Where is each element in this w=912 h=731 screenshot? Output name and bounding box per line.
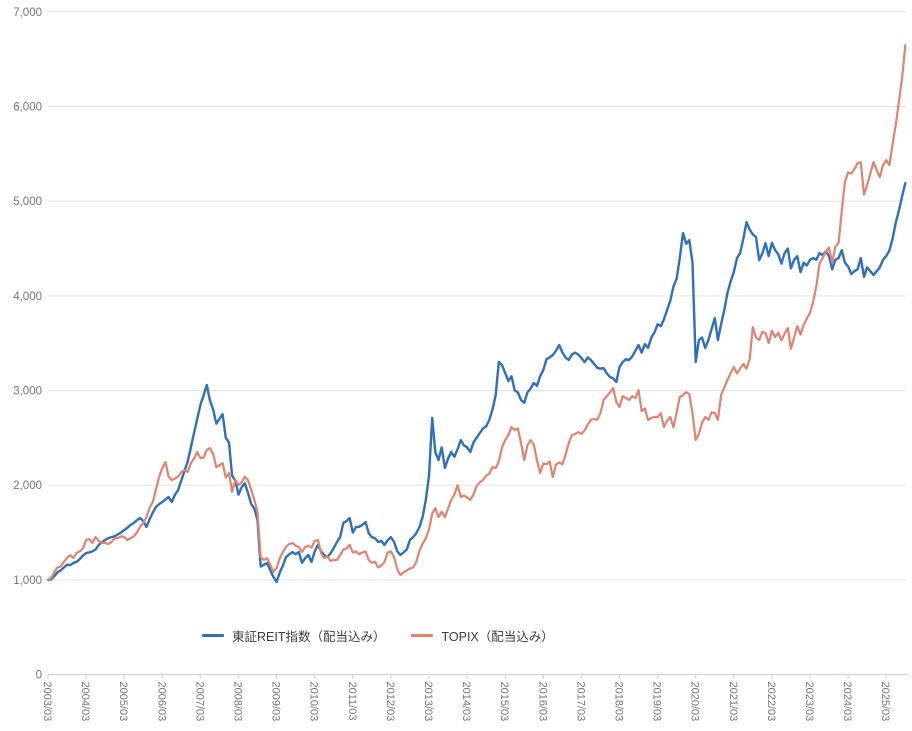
y-axis-tick-label: 7,000 <box>13 7 42 19</box>
legend-label-topix: TOPIX（配当込み） <box>441 630 554 644</box>
x-axis-tick-label: 2009/03 <box>270 682 282 722</box>
x-axis-tick-label: 2012/03 <box>384 682 396 722</box>
reit-line-swatch <box>202 634 224 637</box>
x-axis-tick-label: 2016/03 <box>536 682 548 722</box>
y-axis-tick-label: 2,000 <box>13 480 42 492</box>
legend-item-topix[interactable]: TOPIX（配当込み） <box>411 626 554 645</box>
x-axis-tick-label: 2004/03 <box>79 682 91 722</box>
reit-index-line <box>46 181 907 584</box>
x-axis-tick-label: 2021/03 <box>727 682 739 722</box>
x-axis-tick-label: 2025/03 <box>879 682 891 722</box>
x-axis-tick-label: 2022/03 <box>765 682 777 722</box>
x-axis-tick-label: 2013/03 <box>422 682 434 722</box>
x-axis-tick-label: 2015/03 <box>498 682 510 722</box>
y-axis-tick-label: 4,000 <box>13 291 42 303</box>
chart-legend: 東証REIT指数（配当込み） TOPIX（配当込み） <box>202 626 554 645</box>
x-axis-tick-label: 2017/03 <box>574 682 586 722</box>
legend-label-reit: 東証REIT指数（配当込み） <box>232 630 386 644</box>
x-axis-tick-label: 2014/03 <box>460 682 472 722</box>
y-axis-tick-label: 5,000 <box>13 196 42 208</box>
legend-item-reit[interactable]: 東証REIT指数（配当込み） <box>202 626 385 645</box>
x-axis-tick-label: 2011/03 <box>346 682 358 721</box>
x-axis-tick-label: 2023/03 <box>803 682 815 722</box>
x-axis-tick-label: 2024/03 <box>841 682 853 722</box>
topix-line <box>46 43 907 581</box>
y-axis-tick-label: 3,000 <box>13 385 42 397</box>
x-axis-tick-label: 2019/03 <box>651 682 663 722</box>
x-axis-tick-label: 2006/03 <box>155 682 167 722</box>
x-axis-tick-label: 2008/03 <box>232 682 244 722</box>
y-axis-tick-label: 0 <box>36 670 42 682</box>
y-axis-tick-label: 6,000 <box>13 101 42 113</box>
x-axis-tick-label: 2018/03 <box>613 682 625 722</box>
x-axis-tick-label: 2005/03 <box>117 682 129 722</box>
topix-line-swatch <box>411 634 434 637</box>
x-axis-tick-label: 2020/03 <box>689 682 701 722</box>
y-axis-tick-label: 1,000 <box>13 575 42 587</box>
x-axis-tick-label: 2003/03 <box>41 682 53 722</box>
x-axis-tick-label: 2007/03 <box>193 682 205 722</box>
x-axis-tick-label: 2010/03 <box>308 682 320 722</box>
